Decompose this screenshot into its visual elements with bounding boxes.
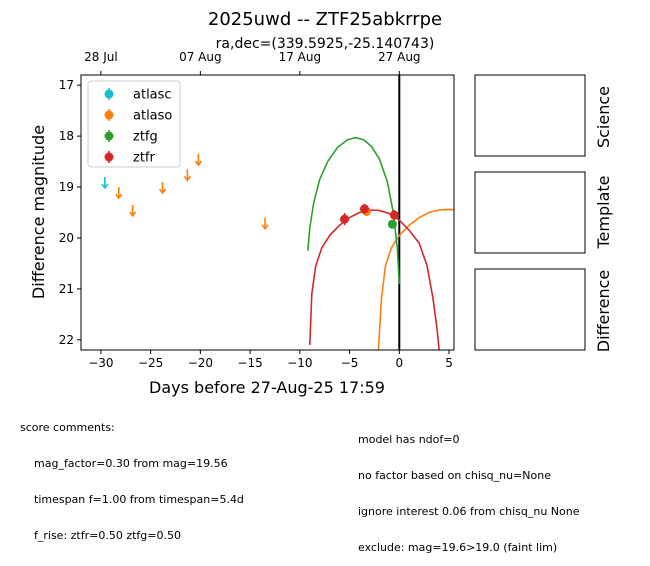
model-comment-line: exclude: mag=19.6>19.0 (faint lim) [358,541,558,554]
plot-area: −30 −25 −20 −15 −10 −5 0 5 17 18 19 20 21 22 28 Jul 07 … [59,50,454,370]
upper-limit-atlaso [183,169,192,182]
detection-point-ztfr [340,214,350,224]
x-tick-label: −20 [188,356,213,370]
legend: atlasc atlaso ztfg ztfr [87,80,181,168]
score-comments: score comments: mag_factor=0.30 from mag… [20,398,244,554]
model-curve-atlaso [377,208,454,350]
x-tick-label: 5 [445,356,453,370]
upper-limit-atlasc [101,176,109,190]
difference-cutout [474,268,586,351]
model-curve-ztfg [307,136,401,284]
lightcurve-figure: 2025uwd -- ZTF25abkrrpe ra,dec=(339.5925… [29,9,613,397]
detection-point-ztfr [389,210,399,220]
legend-marker [104,152,114,162]
legend-marker [104,131,114,141]
x-tick-label: −30 [88,356,113,370]
legend-entry-label: ztfg [133,130,158,145]
x-tick-label: −25 [138,356,163,370]
template-label: Template [594,175,613,249]
x-tick-label: −15 [237,356,262,370]
legend-marker [104,89,114,99]
detection-point-ztfg [387,219,397,229]
upper-limit-atlaso [261,217,269,231]
y-tick-label: 19 [59,180,74,194]
plot-frame [80,74,455,351]
model-comments: model has ndof=0 no factor based on chis… [358,410,580,566]
template-cutout [474,171,586,254]
score-comment-line: mag_factor=0.30 from mag=19.56 [34,457,228,470]
detection-point-ztfr [359,204,369,214]
y-tick-label: 22 [59,333,74,347]
y-tick-label: 21 [59,282,74,296]
upper-limit-atlaso [194,154,203,167]
difference-label: Difference [594,270,613,352]
y-axis-label: Difference magnitude [29,125,48,299]
y-tick-label: 18 [59,129,74,143]
top-axis-tick-label: 28 Jul [84,50,118,64]
x-axis-label: Days before 27-Aug-25 17:59 [149,378,385,397]
legend-entry-label: ztfr [133,151,155,166]
top-axis-tick-label: 27 Aug [378,50,421,64]
top-axis-tick-label: 17 Aug [279,50,322,64]
x-tick-label: −10 [287,356,312,370]
model-curve-ztfr [309,209,440,350]
score-comment-line: f_rise: ztfr=0.50 ztfg=0.50 [34,529,181,542]
score-comments-heading: score comments: [20,421,115,434]
chart-subtitle: ra,dec=(339.5925,-25.140743) [216,36,435,52]
legend-entry-label: atlaso [133,109,172,124]
x-tick-label: 0 [395,356,403,370]
legend-frame [87,80,181,168]
score-comment-line: timespan f=1.00 from timespan=5.4d [34,493,244,506]
model-comment-line: ignore interest 0.06 from chisq_nu None [358,505,580,518]
upper-limit-atlaso [115,187,123,200]
legend-marker [104,110,114,120]
plot-data-group [101,75,454,350]
science-cutout [474,74,586,157]
y-tick-label: 17 [59,78,74,92]
chart-title: 2025uwd -- ZTF25abkrrpe [208,9,442,30]
legend-entry-label: atlasc [133,88,172,103]
upper-limit-atlaso [129,204,137,218]
x-tick-label: −5 [341,356,359,370]
model-comment-line: model has ndof=0 [358,433,460,446]
top-axis-tick-label: 07 Aug [179,50,222,64]
science-label: Science [594,86,613,148]
upper-limit-atlaso [158,182,167,195]
model-comment-line: no factor based on chisq_nu=None [358,469,551,482]
y-tick-label: 20 [59,231,74,245]
